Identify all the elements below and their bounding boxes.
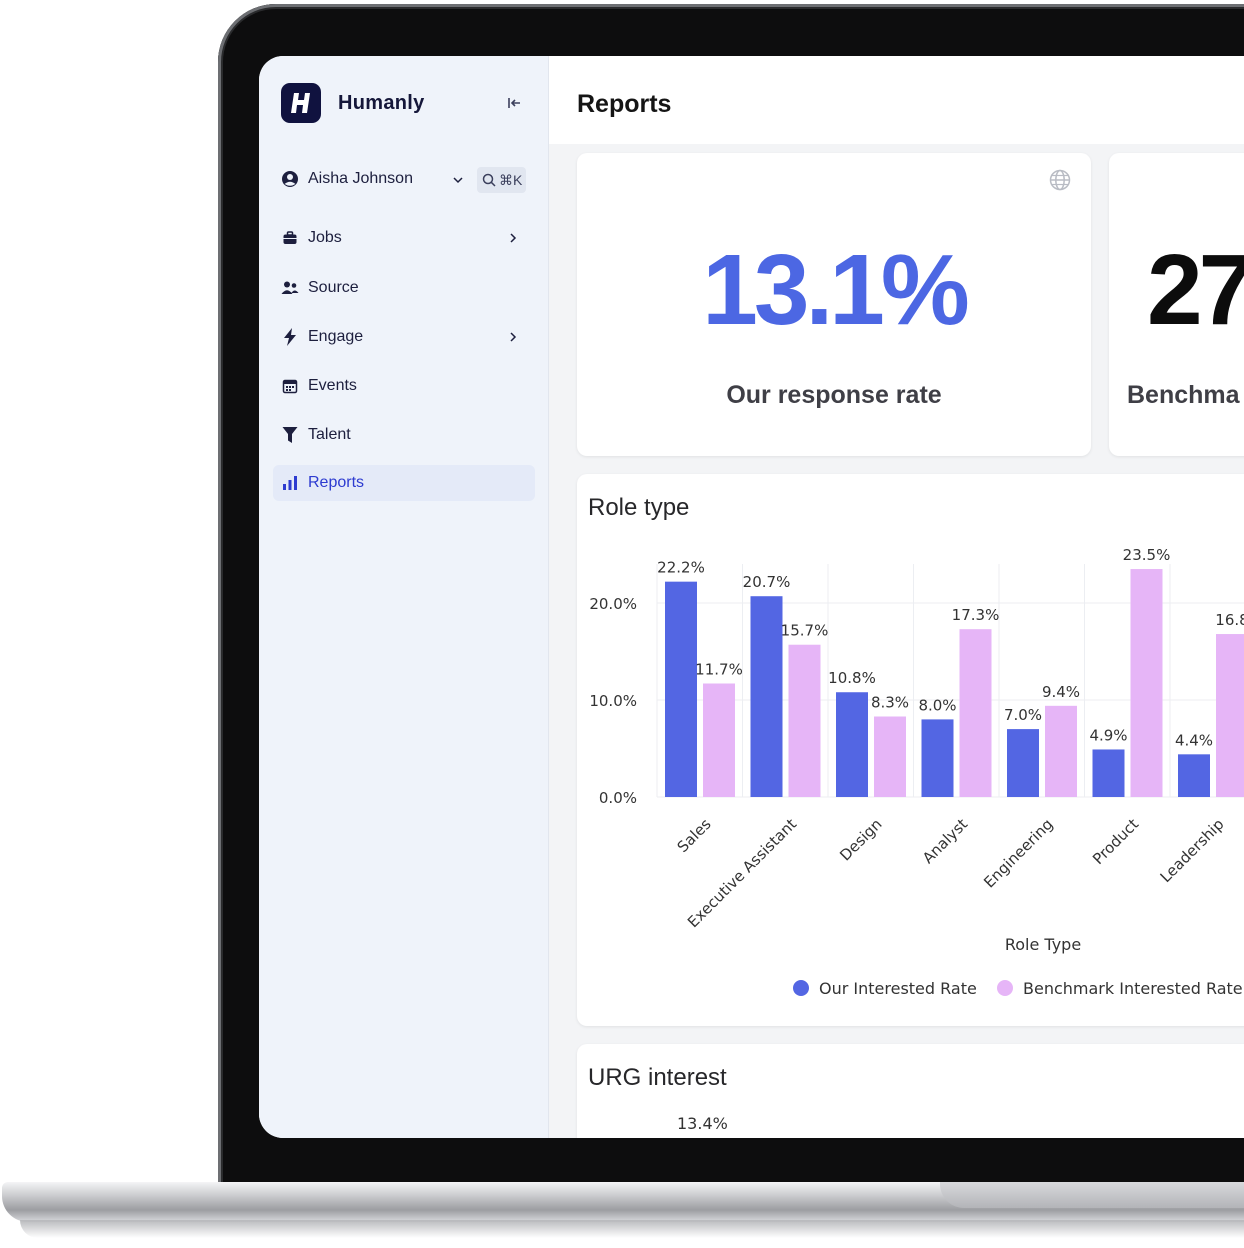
x-tick-label: Analyst (919, 815, 971, 867)
sidebar-item-engage[interactable]: Engage (273, 319, 535, 355)
sidebar-item-label: Talent (308, 426, 351, 443)
bolt-icon (281, 328, 299, 346)
chevron-right-icon (510, 332, 517, 342)
x-tick-label: Leadership (1157, 815, 1228, 886)
bar-data-label: 10.8% (828, 669, 876, 687)
users-icon (281, 279, 299, 297)
x-axis-title: Role Type (1005, 935, 1081, 954)
main-header: Reports (549, 56, 1244, 144)
bar-benchmark (1045, 705, 1077, 797)
legend-swatch (997, 980, 1013, 996)
response-rate-value: 13.1% (702, 234, 970, 346)
bar-our (1007, 729, 1039, 797)
bar-data-label: 15.7% (781, 622, 829, 640)
response-rate-label: Our response rate (726, 381, 942, 409)
legend-label: Benchmark Interested Rate (1023, 979, 1243, 998)
bar-benchmark (959, 629, 992, 797)
sidebar-item-events[interactable]: Events (273, 368, 535, 404)
sidebar-item-label: Source (308, 279, 359, 296)
bar-benchmark (788, 644, 821, 797)
bar-data-label: 4.4% (1175, 731, 1213, 749)
humanly-logo-icon[interactable] (281, 83, 321, 123)
main-content: Reports 13.1% Our response rate 27 Bench… (549, 56, 1244, 1138)
urg-interest-card: URG interest 13.4% (577, 1044, 1244, 1138)
x-tick-label: Sales (674, 815, 715, 856)
bar-data-label: 17.3% (952, 606, 1000, 624)
bar-benchmark (703, 683, 735, 797)
bar-benchmark (874, 716, 906, 797)
bar-data-label: 11.7% (695, 661, 743, 679)
sidebar: Humanly Aisha Johnson ⌘K (259, 56, 549, 1138)
urg-interest-title: URG interest (588, 1064, 727, 1091)
legend-swatch (793, 980, 809, 996)
app-screen: Humanly Aisha Johnson ⌘K (259, 56, 1244, 1138)
brand-name: Humanly (338, 92, 425, 114)
search-shortcut: ⌘K (499, 171, 523, 188)
user-name: Aisha Johnson (308, 170, 413, 187)
sidebar-item-reports[interactable]: Reports (273, 465, 535, 501)
bar-chart-icon (281, 474, 299, 492)
sidebar-item-label: Reports (308, 474, 365, 491)
y-tick-label: 20.0% (589, 595, 637, 613)
page-title: Reports (577, 90, 672, 118)
sidebar-item-jobs[interactable]: Jobs (273, 220, 535, 256)
benchmark-card: 27 Benchma (1109, 153, 1244, 456)
bar-data-label: 23.5% (1123, 546, 1171, 564)
sidebar-item-source[interactable]: Source (273, 270, 535, 306)
bar-our (750, 596, 783, 797)
chevron-down-icon[interactable] (450, 172, 466, 188)
user-avatar-icon (282, 171, 298, 187)
bar-our (1178, 754, 1210, 797)
role-type-title: Role type (588, 494, 690, 521)
x-tick-label: Product (1089, 815, 1142, 868)
bar-benchmark (1130, 569, 1163, 797)
sidebar-item-talent[interactable]: Talent (273, 417, 535, 453)
bar-our (1092, 749, 1125, 797)
x-tick-label: Engineering (980, 815, 1056, 891)
search-button[interactable]: ⌘K (477, 167, 526, 193)
role-type-card: Role type 0.0% 10.0% 20.0% 22.2% 11.7% Sales 2… (577, 474, 1244, 1026)
bar-our (665, 581, 697, 797)
response-rate-card: 13.1% Our response rate (577, 153, 1091, 456)
briefcase-icon (281, 229, 299, 247)
bar-data-label: 22.2% (657, 559, 705, 577)
bar-data-label: 20.7% (743, 573, 791, 591)
benchmark-label: Benchma (1127, 381, 1240, 409)
benchmark-value: 27 (1147, 234, 1244, 346)
laptop-shadow (20, 1220, 1244, 1238)
urg-bar-label: 13.4% (677, 1114, 728, 1133)
sidebar-item-label: Engage (308, 328, 364, 345)
sidebar-item-label: Events (308, 377, 357, 394)
bar-data-label: 9.4% (1042, 683, 1080, 701)
legend-label: Our Interested Rate (819, 979, 977, 998)
x-tick-label: Design (836, 815, 885, 864)
laptop-notch (940, 1182, 1244, 1208)
bar-our (921, 719, 954, 797)
collapse-sidebar-icon[interactable] (505, 94, 523, 112)
bar-data-label: 8.0% (918, 696, 956, 714)
bar-our (836, 692, 868, 797)
globe-icon[interactable] (1049, 169, 1071, 191)
bar-data-label: 16.8 (1215, 611, 1244, 629)
bar-data-label: 4.9% (1089, 726, 1127, 744)
y-tick-label: 10.0% (589, 692, 637, 710)
bar-data-label: 8.3% (871, 693, 909, 711)
role-type-chart: 0.0% 10.0% 20.0% 22.2% 11.7% Sales 20.7% 15.7% E… (589, 546, 1244, 998)
chevron-right-icon (510, 233, 517, 243)
user-menu[interactable]: Aisha Johnson ⌘K (281, 167, 526, 193)
sidebar-item-label: Jobs (308, 229, 342, 246)
bar-data-label: 7.0% (1004, 706, 1042, 724)
calendar-icon (281, 377, 299, 395)
bar-benchmark (1216, 634, 1244, 797)
search-icon (482, 173, 496, 187)
y-tick-label: 0.0% (599, 789, 637, 807)
funnel-icon (281, 426, 299, 444)
